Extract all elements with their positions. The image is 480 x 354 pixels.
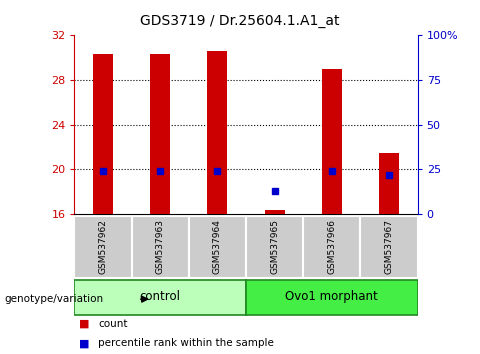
Text: genotype/variation: genotype/variation: [5, 294, 104, 304]
Text: count: count: [98, 319, 128, 329]
Bar: [246, 216, 303, 278]
Bar: [303, 216, 360, 278]
Bar: [246, 280, 418, 315]
Bar: [360, 216, 418, 278]
Bar: [264, 210, 285, 214]
Bar: [132, 216, 189, 278]
Bar: [150, 55, 170, 214]
Bar: [189, 216, 246, 278]
Text: ■: ■: [79, 319, 90, 329]
Text: percentile rank within the sample: percentile rank within the sample: [98, 338, 274, 348]
Text: GSM537965: GSM537965: [270, 219, 279, 274]
Bar: [74, 216, 132, 278]
Bar: [379, 153, 399, 214]
Bar: [207, 51, 228, 214]
Text: control: control: [140, 290, 180, 303]
Text: GSM537967: GSM537967: [384, 219, 394, 274]
Bar: [322, 69, 342, 214]
Text: GSM537962: GSM537962: [98, 219, 108, 274]
Bar: [93, 55, 113, 214]
Bar: [74, 280, 246, 315]
Text: GDS3719 / Dr.25604.1.A1_at: GDS3719 / Dr.25604.1.A1_at: [140, 14, 340, 28]
Text: Ovo1 morphant: Ovo1 morphant: [286, 290, 378, 303]
Text: GSM537963: GSM537963: [156, 219, 165, 274]
Text: GSM537964: GSM537964: [213, 219, 222, 274]
Text: GSM537966: GSM537966: [327, 219, 336, 274]
Text: ■: ■: [79, 338, 90, 348]
